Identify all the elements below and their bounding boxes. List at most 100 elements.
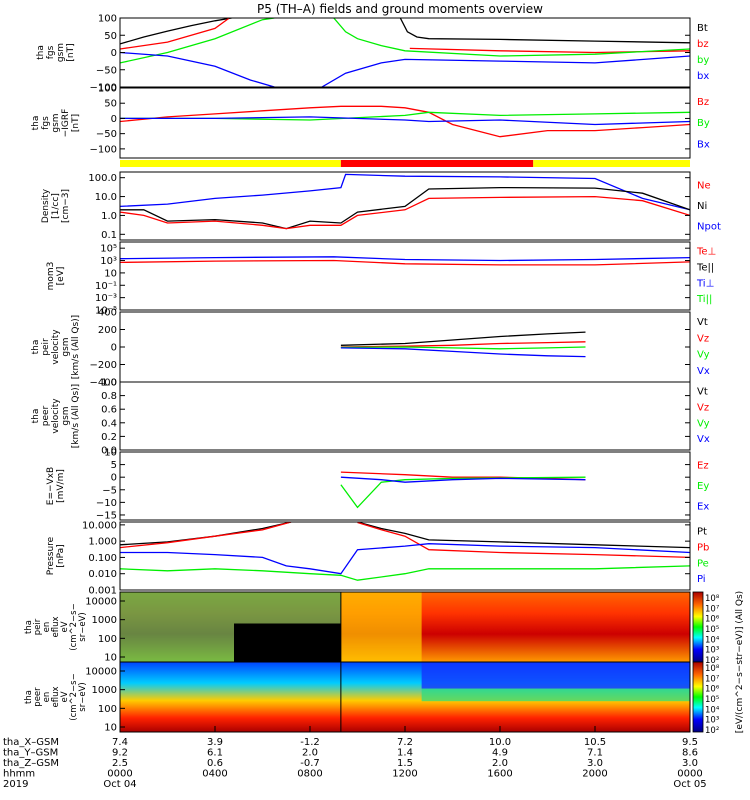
x-row-value: 7.2: [397, 737, 413, 748]
y-tick-label: 0.001: [88, 586, 117, 597]
series-ti: [120, 256, 690, 262]
y-tick-label: 50: [104, 31, 117, 42]
y-axis-label: sr−eV): [78, 612, 88, 641]
y-axis-label: eflux: [51, 616, 61, 637]
x-row-value: 8.6: [682, 748, 698, 759]
y-tick-label: −10: [96, 498, 117, 509]
series-vt: [340, 331, 586, 346]
y-axis-label: sr−eV): [78, 682, 88, 711]
y-tick-label: 0.8: [101, 391, 117, 402]
legend-entry-vy: Vy: [697, 350, 710, 361]
y-axis-label: eV: [60, 691, 70, 702]
y-axis-label: [mV/m]: [56, 469, 66, 503]
legend-entry-ti||: Ti||: [696, 294, 712, 305]
y-axis-label: velocity: [51, 398, 61, 434]
y-tick-label: 5: [111, 460, 117, 471]
series-bx: [120, 116, 690, 126]
panel-p5: 400 200 0 −200 −400 tha peir velocity gsm [km/s (…: [31, 308, 710, 389]
y-tick-label: 10.000: [82, 520, 117, 531]
x-row-value: 1.5: [397, 758, 413, 769]
colorbar: [692, 661, 704, 733]
y-tick-label: 1000: [92, 685, 117, 696]
y-axis-label: mom3: [46, 262, 56, 291]
y-axis-label: tha: [31, 116, 41, 131]
status-segment: [340, 160, 534, 167]
y-tick-label: −100: [90, 83, 117, 94]
y-axis-label: en: [42, 692, 52, 703]
y-axis-label: gsm: [56, 43, 66, 62]
y-tick-label: 100: [98, 84, 117, 95]
x-axis-labels: tha_X–GSM 7.4 3.9 -1.2 7.2 10.0 10.5 9.5 tha_Y–G…: [3, 726, 707, 790]
y-tick-label: 10⁻¹: [95, 281, 117, 292]
x-row-label: tha_X–GSM: [3, 737, 59, 748]
y-tick-label: 1.0: [101, 378, 117, 389]
panel-p8: 10.000 1.000 0.100 0.010 0.001 Pressure [nPa] P…: [46, 520, 709, 596]
legend-entry-te⊥: Te⊥: [696, 247, 716, 258]
series-vx: [340, 347, 586, 358]
y-tick-label: 50: [104, 99, 117, 110]
y-tick-label: 10.0: [95, 192, 117, 203]
y-tick-label: 0.1: [101, 230, 117, 241]
x-row-value: 10.5: [584, 737, 606, 748]
series-bx: [120, 51, 690, 87]
y-axis-label: [nPa]: [56, 544, 66, 567]
panel-p6: 1.0 0.8 0.6 0.4 0.2 0.0 tha peer velocity gsm [km/…: [31, 378, 710, 457]
legend-entry-bt: Bt: [697, 23, 708, 34]
x-row-value: 7.4: [112, 737, 128, 748]
series-ne: [120, 195, 690, 230]
y-tick-label: 10⁻³: [95, 293, 117, 304]
legend-entry-by: by: [697, 55, 709, 66]
x-row-value: 2000: [582, 769, 607, 780]
panel-frame: [119, 171, 691, 241]
x-row-value: 0800: [297, 769, 322, 780]
status-segment: [533, 160, 690, 167]
y-tick-label: 10⁵: [100, 244, 117, 255]
series-bz: [120, 105, 690, 138]
y-tick-label: 100: [98, 14, 117, 25]
x-row-value: 3.0: [682, 758, 698, 769]
x-row-value: 6.1: [207, 748, 223, 759]
x-row-value: 9.2: [112, 748, 128, 759]
x-row-value: 4.9: [492, 748, 508, 759]
series-pi: [120, 543, 690, 575]
panel-frame: [119, 87, 691, 159]
legend-entry-vx: Vx: [697, 366, 710, 377]
x-row-value: 1200: [392, 769, 417, 780]
colorbar-tick-label: 10⁷: [705, 674, 720, 684]
legend-entry-vz: Vz: [697, 333, 709, 344]
y-tick-label: 0.4: [101, 418, 117, 429]
y-tick-label: 0.2: [101, 432, 117, 443]
series-ni: [120, 186, 690, 230]
legend-entry-pe: Pe: [697, 558, 709, 569]
y-tick-label: 10: [104, 268, 117, 279]
legend-entry-bz: Bz: [697, 97, 709, 108]
colorbar-tick-label: 10⁴: [705, 705, 720, 715]
y-axis-label: peer: [33, 687, 43, 707]
x-row-value: 9.5: [682, 737, 698, 748]
y-tick-label: 1.0: [101, 211, 117, 222]
y-axis-label: [1/cc]: [51, 193, 61, 219]
series-npot: [120, 173, 690, 211]
y-axis-label: [nT]: [66, 43, 76, 61]
y-axis-label: gsm: [61, 406, 71, 425]
colorbar-tick-label: 10⁵: [705, 695, 719, 705]
y-tick-label: 10³: [100, 256, 117, 267]
panel-frame: [119, 381, 691, 451]
x-row-value: 0000: [107, 769, 132, 780]
x-row-value: 7.1: [587, 748, 603, 759]
colorbar-tick-label: 10⁸: [705, 664, 720, 674]
legend-entry-vt: Vt: [697, 387, 708, 398]
colorbar-tick-label: 10⁴: [705, 635, 720, 645]
y-tick-label: 400: [98, 308, 117, 319]
series-pt: [120, 522, 690, 549]
y-axis-label: Density: [41, 188, 51, 223]
y-axis-label: E=−VxB: [46, 467, 56, 505]
series-ex: [340, 476, 586, 483]
legend-entry-pt: Pt: [697, 527, 707, 538]
panel-p2: 100 50 0 −50 −100 tha fgs gsm −IGRF [nT] Bz By Bx: [31, 84, 710, 159]
legend-entry-vy: Vy: [697, 418, 710, 429]
series-pb: [120, 522, 690, 559]
colorbar-tick-label: 10⁵: [705, 625, 719, 635]
x-row-value: 3.0: [587, 758, 603, 769]
y-axis-label: [nT]: [71, 114, 81, 132]
